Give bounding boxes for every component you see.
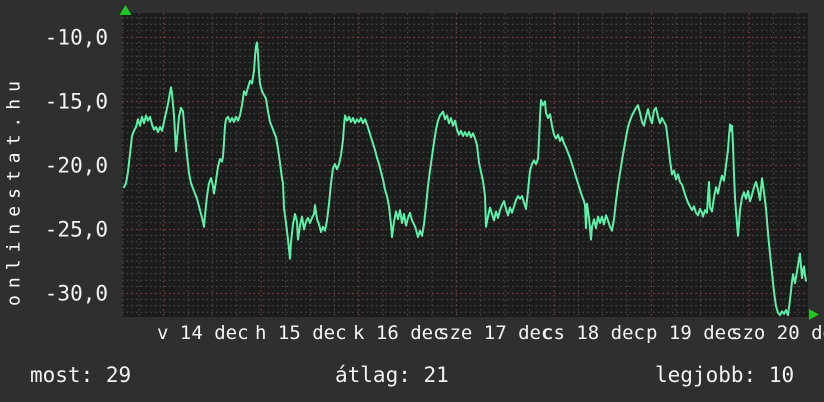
y-tick-label: -25,0 xyxy=(45,217,108,241)
stat-atlag-value: 21 xyxy=(423,363,449,387)
stat-legjobb-label: legjobb: xyxy=(655,363,757,387)
x-tick-label: h 15 dec xyxy=(255,322,347,344)
stat-most-label: most: xyxy=(30,363,94,387)
plot-background xyxy=(122,13,808,317)
stat-legjobb-value: 10 xyxy=(768,363,795,387)
data-series-line xyxy=(123,41,807,317)
stats-row: most: 29 átlag: 21 legjobb: 10 xyxy=(0,363,824,393)
x-tick-label: v 14 dec xyxy=(157,322,249,344)
y-axis-arrow-up-icon xyxy=(119,5,132,15)
x-tick-label: k 16 dec xyxy=(353,322,445,344)
stat-legjobb: legjobb: 10 xyxy=(655,363,794,387)
y-tick-label: -10,0 xyxy=(45,25,108,49)
stat-atlag-label: átlag: xyxy=(335,363,411,387)
x-tick-label: szo 20 dec xyxy=(731,322,824,344)
x-tick-label: p 19 dec xyxy=(646,322,738,344)
x-tick-label: sze 17 dec xyxy=(438,322,552,344)
y-tick-label: -30,0 xyxy=(45,281,108,305)
y-tick-label: -15,0 xyxy=(45,89,108,113)
stat-atlag: átlag: 21 xyxy=(335,363,449,387)
y-tick-label: -20,0 xyxy=(45,153,108,177)
y-axis-tick-labels: -10,0 -15,0 -20,0 -25,0 -30,0 xyxy=(45,25,108,305)
x-axis-arrow-right-icon xyxy=(809,309,819,320)
stat-most: most: 29 xyxy=(30,363,131,387)
x-tick-label: cs 18 dec xyxy=(542,322,645,344)
stat-most-value: 29 xyxy=(105,363,132,387)
